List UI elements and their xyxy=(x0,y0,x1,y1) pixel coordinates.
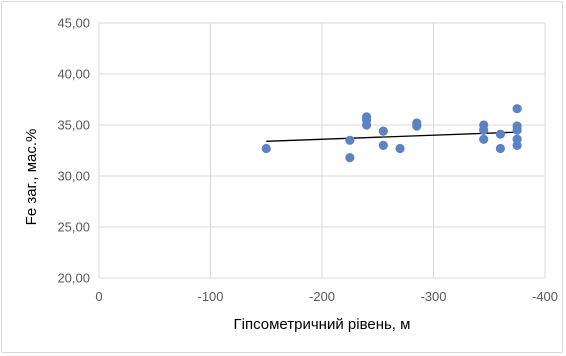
y-tick-label: 35,00 xyxy=(57,118,90,133)
data-point xyxy=(362,120,372,130)
data-point xyxy=(345,135,355,145)
x-tick-label: 0 xyxy=(95,289,102,304)
data-point xyxy=(512,125,522,135)
y-tick-label: 30,00 xyxy=(57,169,90,184)
data-point xyxy=(395,143,405,154)
data-point xyxy=(345,153,355,163)
data-point xyxy=(512,104,522,114)
y-tick-label: 20,00 xyxy=(57,271,90,286)
data-point xyxy=(378,126,388,136)
x-tick-label: -100 xyxy=(197,289,223,304)
data-point xyxy=(495,143,505,154)
trendline xyxy=(266,131,518,142)
x-tick-label: -200 xyxy=(309,289,335,304)
x-tick-label: -400 xyxy=(532,289,558,304)
data-point xyxy=(378,140,388,150)
trendline-layer xyxy=(266,131,518,142)
gridlines xyxy=(98,22,546,279)
y-tick-labels: 20,00 25,00 30,00 35,00 40,00 45,00 xyxy=(57,16,90,286)
y-tick-label: 45,00 xyxy=(57,16,90,31)
x-tick-labels: 0 -100 -200 -300 -400 xyxy=(95,289,558,304)
data-point xyxy=(512,140,522,150)
data-point xyxy=(261,143,271,154)
data-points xyxy=(261,104,522,163)
data-point xyxy=(479,125,489,135)
x-tick-label: -300 xyxy=(420,289,446,304)
y-axis-title: Fe заг., мас.% xyxy=(23,129,40,226)
data-point xyxy=(479,134,489,144)
data-point xyxy=(412,121,422,131)
y-tick-label: 40,00 xyxy=(57,67,90,82)
data-point xyxy=(495,129,505,139)
x-axis-title: Гіпсометричний рівень, м xyxy=(234,316,411,333)
y-tick-label: 25,00 xyxy=(57,220,90,235)
